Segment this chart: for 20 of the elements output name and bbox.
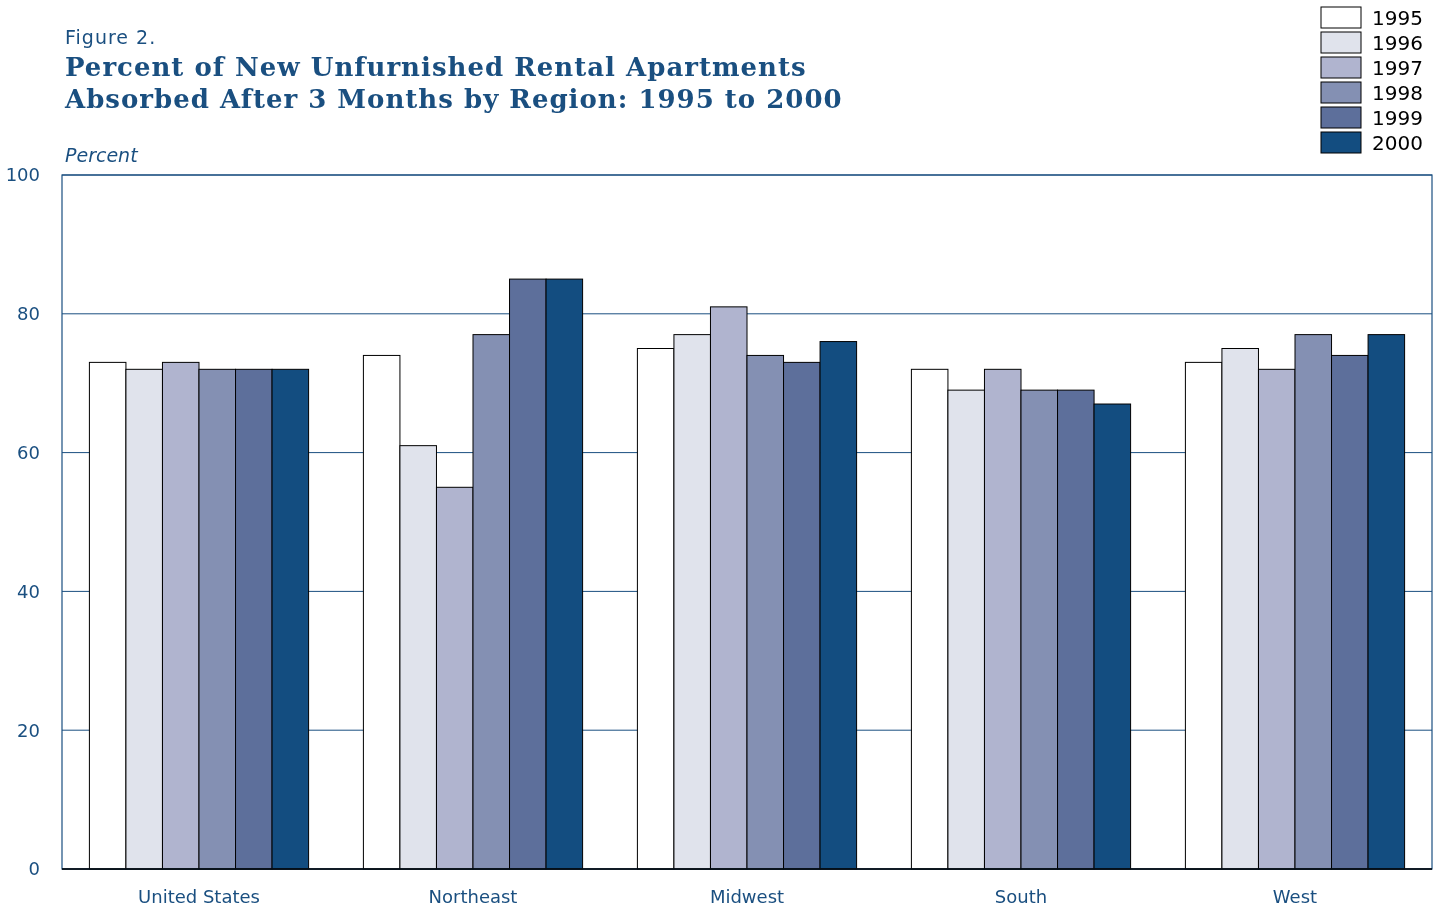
chart-title: Percent of New Unfurnished Rental Apartments Absorbed After 3 Months by Region: 1995 to 2000 — [64, 52, 843, 114]
legend-label: 1997 — [1372, 56, 1423, 80]
x-tick-label: West — [1272, 886, 1318, 907]
legend-label: 1998 — [1372, 81, 1423, 105]
y-axis-title: Percent — [65, 144, 140, 166]
legend-label: 2000 — [1372, 131, 1423, 155]
y-tick-label: 100 — [5, 164, 40, 186]
y-tick-label: 40 — [17, 580, 40, 602]
legend-label: 1996 — [1372, 31, 1423, 55]
y-tick-label: 60 — [17, 441, 40, 463]
chart-subtitle: Figure 2. — [65, 26, 157, 48]
x-tick-label: South — [994, 886, 1048, 907]
legend-label: 1995 — [1372, 6, 1423, 30]
x-tick-label: Northeast — [428, 886, 518, 907]
y-tick-label: 80 — [17, 303, 40, 325]
x-tick-label: Midwest — [709, 886, 785, 907]
y-tick-label: 20 — [17, 719, 40, 741]
x-tick-label: United States — [138, 886, 260, 907]
y-tick-label: 0 — [28, 858, 40, 880]
legend-label: 1999 — [1372, 106, 1423, 130]
